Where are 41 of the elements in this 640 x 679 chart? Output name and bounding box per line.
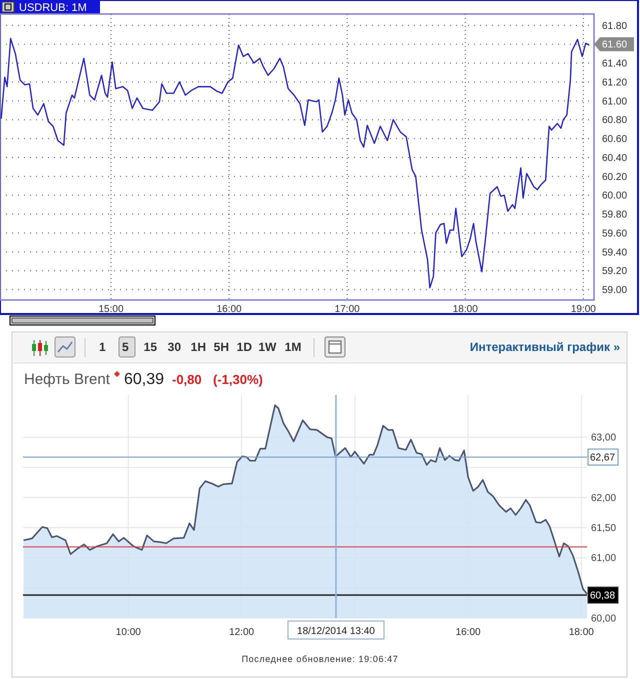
text: (-1,30%) [213,372,263,387]
chart-subtitle: 60,39 [124,371,164,388]
y-tick-label: 59.60 [602,228,628,240]
y-tick-label: 61,00 [591,553,616,564]
annotation: 61.60 [602,40,628,51]
y-tick-label: 60,00 [591,614,616,624]
y-tick-label: 59.80 [602,210,628,221]
x-tick-label: 18:00 [452,304,478,315]
x-tick-label: 17:00 [334,304,360,315]
y-tick-label: 61.00 [602,96,628,108]
x-tick-label: 18:00 [568,627,594,638]
text: 18/12/2014 13:40 [297,626,376,637]
x-tick-label: 19:00 [570,304,596,315]
text: 1 5 15 30 1H 5H 1D 1W 1M [98,340,302,354]
line-series [0,38,590,288]
ref-line-label: 62,67 [590,452,616,464]
chart-title: USDRUB: 1M [19,2,87,14]
y-tick-label: 62,00 [591,492,616,504]
y-tick-label: 60.00 [602,190,628,202]
y-tick-label: 59.00 [602,285,628,296]
y-tick-label: 61.20 [602,77,628,88]
x-tick-label: 15:00 [98,304,124,315]
y-tick-label: 61,50 [591,523,616,534]
text: Последнее обновление: 19:06:47 [242,654,398,664]
x-tick-label: 16:00 [216,304,242,315]
x-tick-label: 12:00 [229,627,255,638]
y-tick-label: 60.80 [602,115,628,126]
y-tick-label: 60.20 [602,172,628,183]
y-tick-label: 60.40 [602,152,628,164]
text: -0,80 [172,372,202,387]
text: Интерактивный график » [470,340,620,354]
y-tick-label: 59.40 [602,247,628,258]
y-tick-label: 61.80 [602,20,628,32]
x-tick-label: 10:00 [116,627,142,638]
y-tick-label: 63,00 [591,432,616,444]
y-tick-label: 60.60 [602,134,628,146]
x-tick-label: 16:00 [456,627,482,638]
y-tick-label: 59.20 [602,266,628,278]
chart-title: Нефть Brent [24,371,111,388]
y-tick-label: 61.40 [602,58,628,70]
ref-line-label: 60,38 [590,590,616,602]
